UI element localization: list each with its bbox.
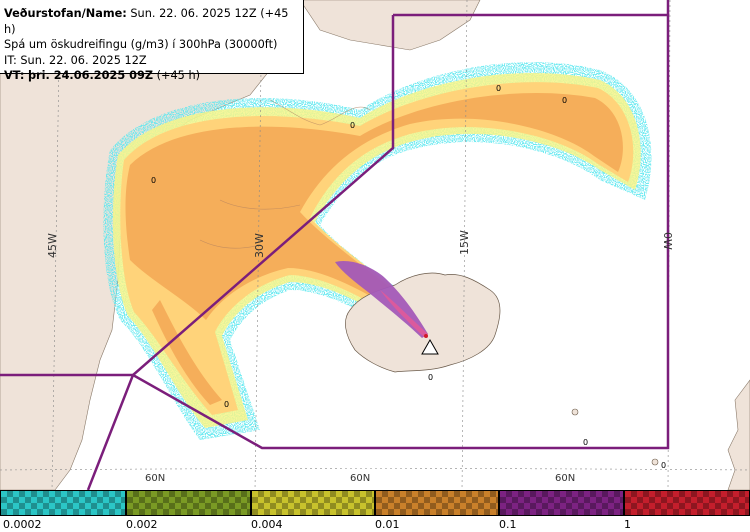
lon-label-0w: 0W <box>661 232 674 250</box>
legend-swatch-purple <box>499 490 624 516</box>
office-line: Veðurstofan/Name: Sun. 22. 06. 2025 12Z … <box>4 6 303 37</box>
zero-marker: 0 <box>350 121 355 130</box>
forecast-info-box: Veðurstofan/Name: Sun. 22. 06. 2025 12Z … <box>0 0 304 82</box>
shetland-islands <box>651 458 659 466</box>
lon-label-45w: 45W <box>46 233 59 258</box>
arctic-islands <box>299 0 481 51</box>
legend-swatch-orange <box>375 490 499 516</box>
zero-marker: 0 <box>224 400 229 409</box>
legend-tick-1: 0.002 <box>126 518 158 531</box>
lat-label-60n-right: 60N <box>555 473 575 484</box>
product-line: Spá um öskudreifingu (g/m3) í 300hPa (30… <box>4 38 278 51</box>
zero-marker: 0 <box>583 438 588 447</box>
zero-marker: 0 <box>562 96 567 105</box>
ash-forecast-map: 45W 30W 15W 0W 60N 60N 60N 0 0 0 0 0 0 0… <box>0 0 750 490</box>
lon-label-30w: 30W <box>253 233 266 258</box>
ash-high-concentration <box>335 260 428 338</box>
ash-very-high-core <box>380 290 428 337</box>
legend-tick-5: 1 <box>624 518 631 531</box>
issue-time-line: IT: Sun. 22. 06. 2025 12Z <box>4 53 147 67</box>
vt-label: VT: <box>4 69 25 82</box>
legend-tick-2: 0.004 <box>251 518 283 531</box>
valid-time-line: VT: þri. 24.06.2025 09Z (+45 h) <box>4 68 303 84</box>
ash-southern-plume <box>152 300 222 405</box>
vt-step: (+45 h) <box>156 69 201 82</box>
zero-marker: 0 <box>151 176 156 185</box>
legend-tick-3: 0.01 <box>375 518 400 531</box>
lon-label-15w: 15W <box>458 230 471 255</box>
map-area: 45W 30W 15W 0W 60N 60N 60N 0 0 0 0 0 0 0… <box>0 0 750 490</box>
concentration-legend: 0.0002 0.002 0.004 0.01 0.1 1 <box>0 490 750 532</box>
office-label: Veðurstofan/Name: <box>4 7 127 20</box>
norway-coast <box>727 379 750 490</box>
zero-marker: 0 <box>428 373 433 382</box>
office-value: Sun. 22. 06. 2025 12Z (+45 h) <box>4 7 289 36</box>
legend-swatch-green <box>126 490 251 516</box>
lat-label-60n-left: 60N <box>145 473 165 484</box>
ash-mid-concentration <box>125 92 623 322</box>
coast-contour <box>199 99 371 249</box>
eruption-point <box>424 334 428 338</box>
legend-tick-4: 0.1 <box>499 518 517 531</box>
legend-tick-0: 0.0002 <box>3 518 42 531</box>
legend-swatch-cyan <box>0 490 126 516</box>
fir-boundary <box>0 0 670 490</box>
legend-swatch-red <box>624 490 750 516</box>
volcano-icon <box>421 338 439 355</box>
faroe-islands <box>571 408 579 416</box>
lat-label-60n-center: 60N <box>350 473 370 484</box>
legend-swatch-yellow <box>251 490 375 516</box>
vt-value: þri. 24.06.2025 09Z <box>27 69 154 82</box>
zero-marker: 0 <box>496 84 501 93</box>
zero-marker: 0 <box>661 461 666 470</box>
